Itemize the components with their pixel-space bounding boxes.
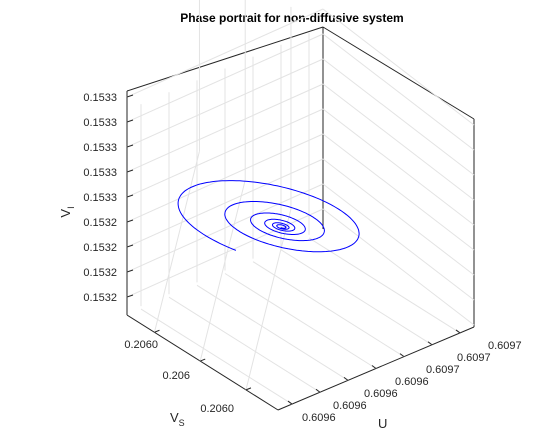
x-tick-labels: 0.6096 0.6096 0.6096 0.6096 0.6097 0.609… xyxy=(302,340,522,424)
x-tick xyxy=(427,341,433,346)
x-grid-line xyxy=(196,284,349,381)
z-tick xyxy=(126,219,134,223)
x-grid-line xyxy=(224,273,377,369)
z-tick-label: 0.1533 xyxy=(83,142,117,154)
z-grid-line xyxy=(322,133,475,251)
z-tick-labels: 0.1533 0.1533 0.1533 0.1533 0.1533 0.153… xyxy=(83,92,117,304)
y-grid-line xyxy=(199,179,246,362)
z-grid-line xyxy=(322,33,475,151)
z-tick-label: 0.1532 xyxy=(83,292,117,304)
axes-box xyxy=(126,26,475,411)
z-tick xyxy=(126,94,134,98)
x-tick-label: 0.6096 xyxy=(302,412,336,424)
z-grid-line xyxy=(322,83,475,201)
z-tick-label: 0.1533 xyxy=(83,192,117,204)
x-tick-label: 0.6096 xyxy=(333,400,367,412)
x-tick xyxy=(343,376,349,381)
x-tick-label: 0.6096 xyxy=(364,388,398,400)
z-grid-line xyxy=(322,183,475,301)
x-grid-line xyxy=(140,308,293,405)
z-axis-label: VI xyxy=(58,206,76,217)
z-grid-line xyxy=(322,108,475,226)
z-tick-label: 0.1532 xyxy=(83,242,117,254)
z-tick xyxy=(126,294,134,298)
x-tick xyxy=(287,400,293,405)
y-grid-line xyxy=(153,151,200,333)
x-tick-label: 0.6097 xyxy=(488,340,522,352)
z-grid-line xyxy=(322,158,475,276)
x-tick xyxy=(399,353,405,358)
z-tick xyxy=(126,194,134,198)
x-axis-label: U xyxy=(378,416,387,431)
y-axis-label-sub: S xyxy=(179,418,185,428)
z-tick xyxy=(126,244,134,248)
y-axis-label: VS xyxy=(170,410,185,428)
z-tick xyxy=(126,269,134,273)
z-tick xyxy=(126,169,134,173)
x-tick-label: 0.6097 xyxy=(426,364,460,376)
z-tick-label: 0.1533 xyxy=(83,117,117,129)
z-grid-line xyxy=(322,208,475,326)
z-tick-label: 0.1532 xyxy=(83,217,117,229)
y-tick-label: 0.2060 xyxy=(200,403,234,415)
x-tick xyxy=(315,388,321,393)
z-tick xyxy=(126,144,134,148)
z-grid-line xyxy=(322,8,475,126)
z-tick xyxy=(126,119,134,123)
z-axis-label-main: V xyxy=(58,209,73,218)
x-grid-line xyxy=(252,261,405,358)
z-tick-label: 0.1532 xyxy=(83,267,117,279)
z-grid-line xyxy=(322,58,475,176)
x-grid-line xyxy=(308,237,461,334)
y-tick xyxy=(245,387,252,391)
z-tick-label: 0.1533 xyxy=(83,92,117,104)
trajectory-series xyxy=(177,180,360,253)
y-tick-label: 0.2060 xyxy=(124,339,158,351)
chart-title: Phase portrait for non-diffusive system xyxy=(180,11,403,25)
y-tick-labels: 0.2060 0.206 0.2060 xyxy=(124,339,234,415)
x-tick-label: 0.6096 xyxy=(395,376,429,388)
z-axis-label-sub: I xyxy=(66,206,76,209)
y-axis-label-main: V xyxy=(170,410,179,425)
x-tick xyxy=(455,329,461,334)
x-grid-line xyxy=(168,296,321,393)
y-tick xyxy=(200,358,206,362)
x-tick xyxy=(371,365,377,369)
grid-lines xyxy=(126,0,475,405)
y-tick-label: 0.206 xyxy=(162,370,190,382)
y-tick xyxy=(154,329,160,333)
x-grid-line xyxy=(280,249,433,346)
z-tick-label: 0.1533 xyxy=(83,167,117,179)
x-tick-label: 0.6097 xyxy=(457,352,491,364)
tick-marks xyxy=(126,94,461,405)
z-grid-line xyxy=(126,8,324,98)
